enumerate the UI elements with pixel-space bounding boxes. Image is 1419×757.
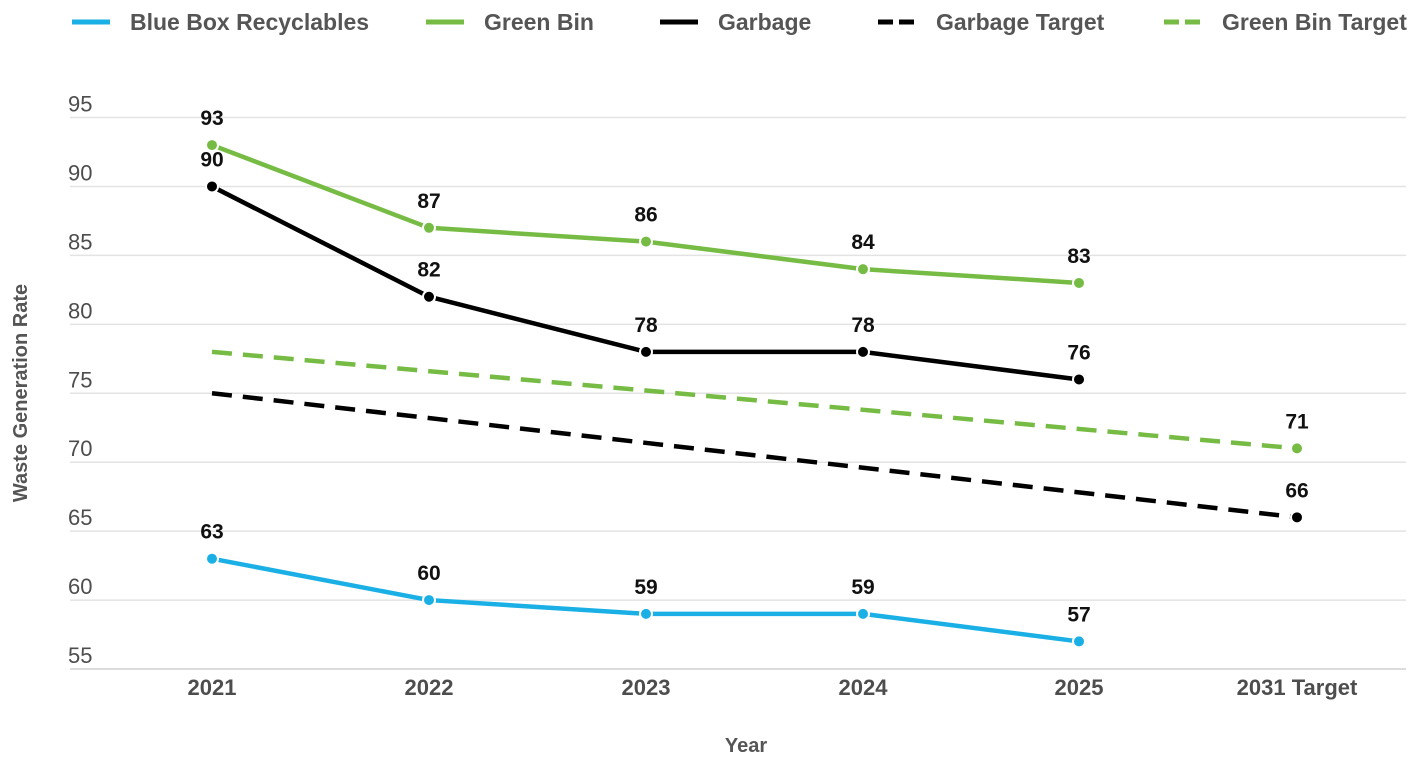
legend-label: Blue Box Recyclables (130, 9, 369, 35)
x-tick-label: 2023 (622, 675, 671, 700)
data-point-garbage (856, 344, 870, 359)
data-label-green-bin: 83 (1067, 245, 1090, 268)
data-point-green-bin (856, 262, 870, 277)
data-point-garbage (639, 344, 653, 359)
x-tick-label: 2022 (405, 675, 454, 700)
data-point-green-bin (205, 138, 219, 153)
data-point-green-bin (1072, 275, 1086, 290)
data-label-green-bin: 84 (851, 231, 875, 254)
x-axis-ticks: 2021 2022 2023 2024 2025 2031 Target (188, 675, 1358, 700)
data-label-garbage-target: 66 (1285, 479, 1308, 502)
x-tick-label: 2021 (188, 675, 237, 700)
x-tick-label: 2024 (839, 675, 889, 700)
data-label-green-bin-target: 71 (1285, 410, 1309, 433)
data-label-garbage: 76 (1067, 341, 1090, 364)
data-label-garbage: 78 (634, 314, 658, 337)
legend-label: Garbage Target (936, 9, 1105, 35)
y-tick-label: 90 (68, 160, 92, 185)
data-label-garbage: 78 (851, 314, 875, 337)
legend-label: Green Bin (484, 9, 594, 35)
data-label-blue-box-recyclables: 57 (1067, 603, 1090, 626)
gridlines (70, 116, 1406, 670)
data-label-blue-box-recyclables: 59 (851, 576, 874, 599)
data-point-garbage (1072, 372, 1086, 387)
legend-label: Garbage (718, 9, 811, 35)
y-tick-label: 75 (68, 367, 92, 392)
data-point-green-bin (639, 234, 653, 249)
y-axis-title: Waste Generation Rate (10, 284, 32, 502)
data-point-blue-box-recyclables (856, 606, 870, 621)
y-tick-label: 95 (68, 92, 92, 117)
x-axis-title: Year (725, 735, 767, 757)
data-point-blue-box-recyclables (205, 551, 219, 566)
data-point-blue-box-recyclables (639, 606, 653, 621)
data-label-green-bin: 93 (200, 107, 223, 130)
legend-label: Green Bin Target (1222, 9, 1407, 35)
data-labels: 63 60 59 59 57 93 87 86 84 83 90 82 78 78 76 66 71 (200, 107, 1309, 626)
data-label-green-bin: 87 (417, 190, 440, 213)
y-tick-label: 85 (68, 229, 92, 254)
y-tick-label: 80 (68, 298, 92, 323)
y-tick-label: 70 (68, 436, 92, 461)
data-label-blue-box-recyclables: 59 (634, 576, 657, 599)
data-label-garbage: 82 (417, 259, 440, 282)
y-tick-label: 60 (68, 574, 92, 599)
data-point-garbage-target (1290, 510, 1304, 525)
y-tick-label: 65 (68, 505, 92, 530)
series-line-garbage-target (211, 391, 1298, 520)
data-label-blue-box-recyclables: 60 (417, 562, 440, 585)
y-tick-label: 55 (68, 643, 92, 668)
data-label-blue-box-recyclables: 63 (200, 521, 223, 544)
x-tick-label: 2031 Target (1237, 675, 1358, 700)
data-point-blue-box-recyclables (422, 593, 436, 608)
data-label-green-bin: 86 (634, 204, 657, 227)
data-point-blue-box-recyclables (1072, 634, 1086, 649)
series-line-green-bin-target (211, 349, 1298, 451)
data-points (205, 138, 1304, 649)
data-point-green-bin-target (1290, 441, 1304, 456)
x-tick-label: 2025 (1055, 675, 1104, 700)
legend: Blue Box Recyclables Green Bin Garbage Garb… (72, 9, 1407, 35)
data-point-garbage (422, 289, 436, 304)
y-axis-ticks: 55 60 65 70 75 80 85 90 95 (68, 92, 92, 669)
data-label-garbage: 90 (200, 148, 223, 171)
data-point-green-bin (422, 220, 436, 235)
data-point-garbage (205, 179, 219, 194)
